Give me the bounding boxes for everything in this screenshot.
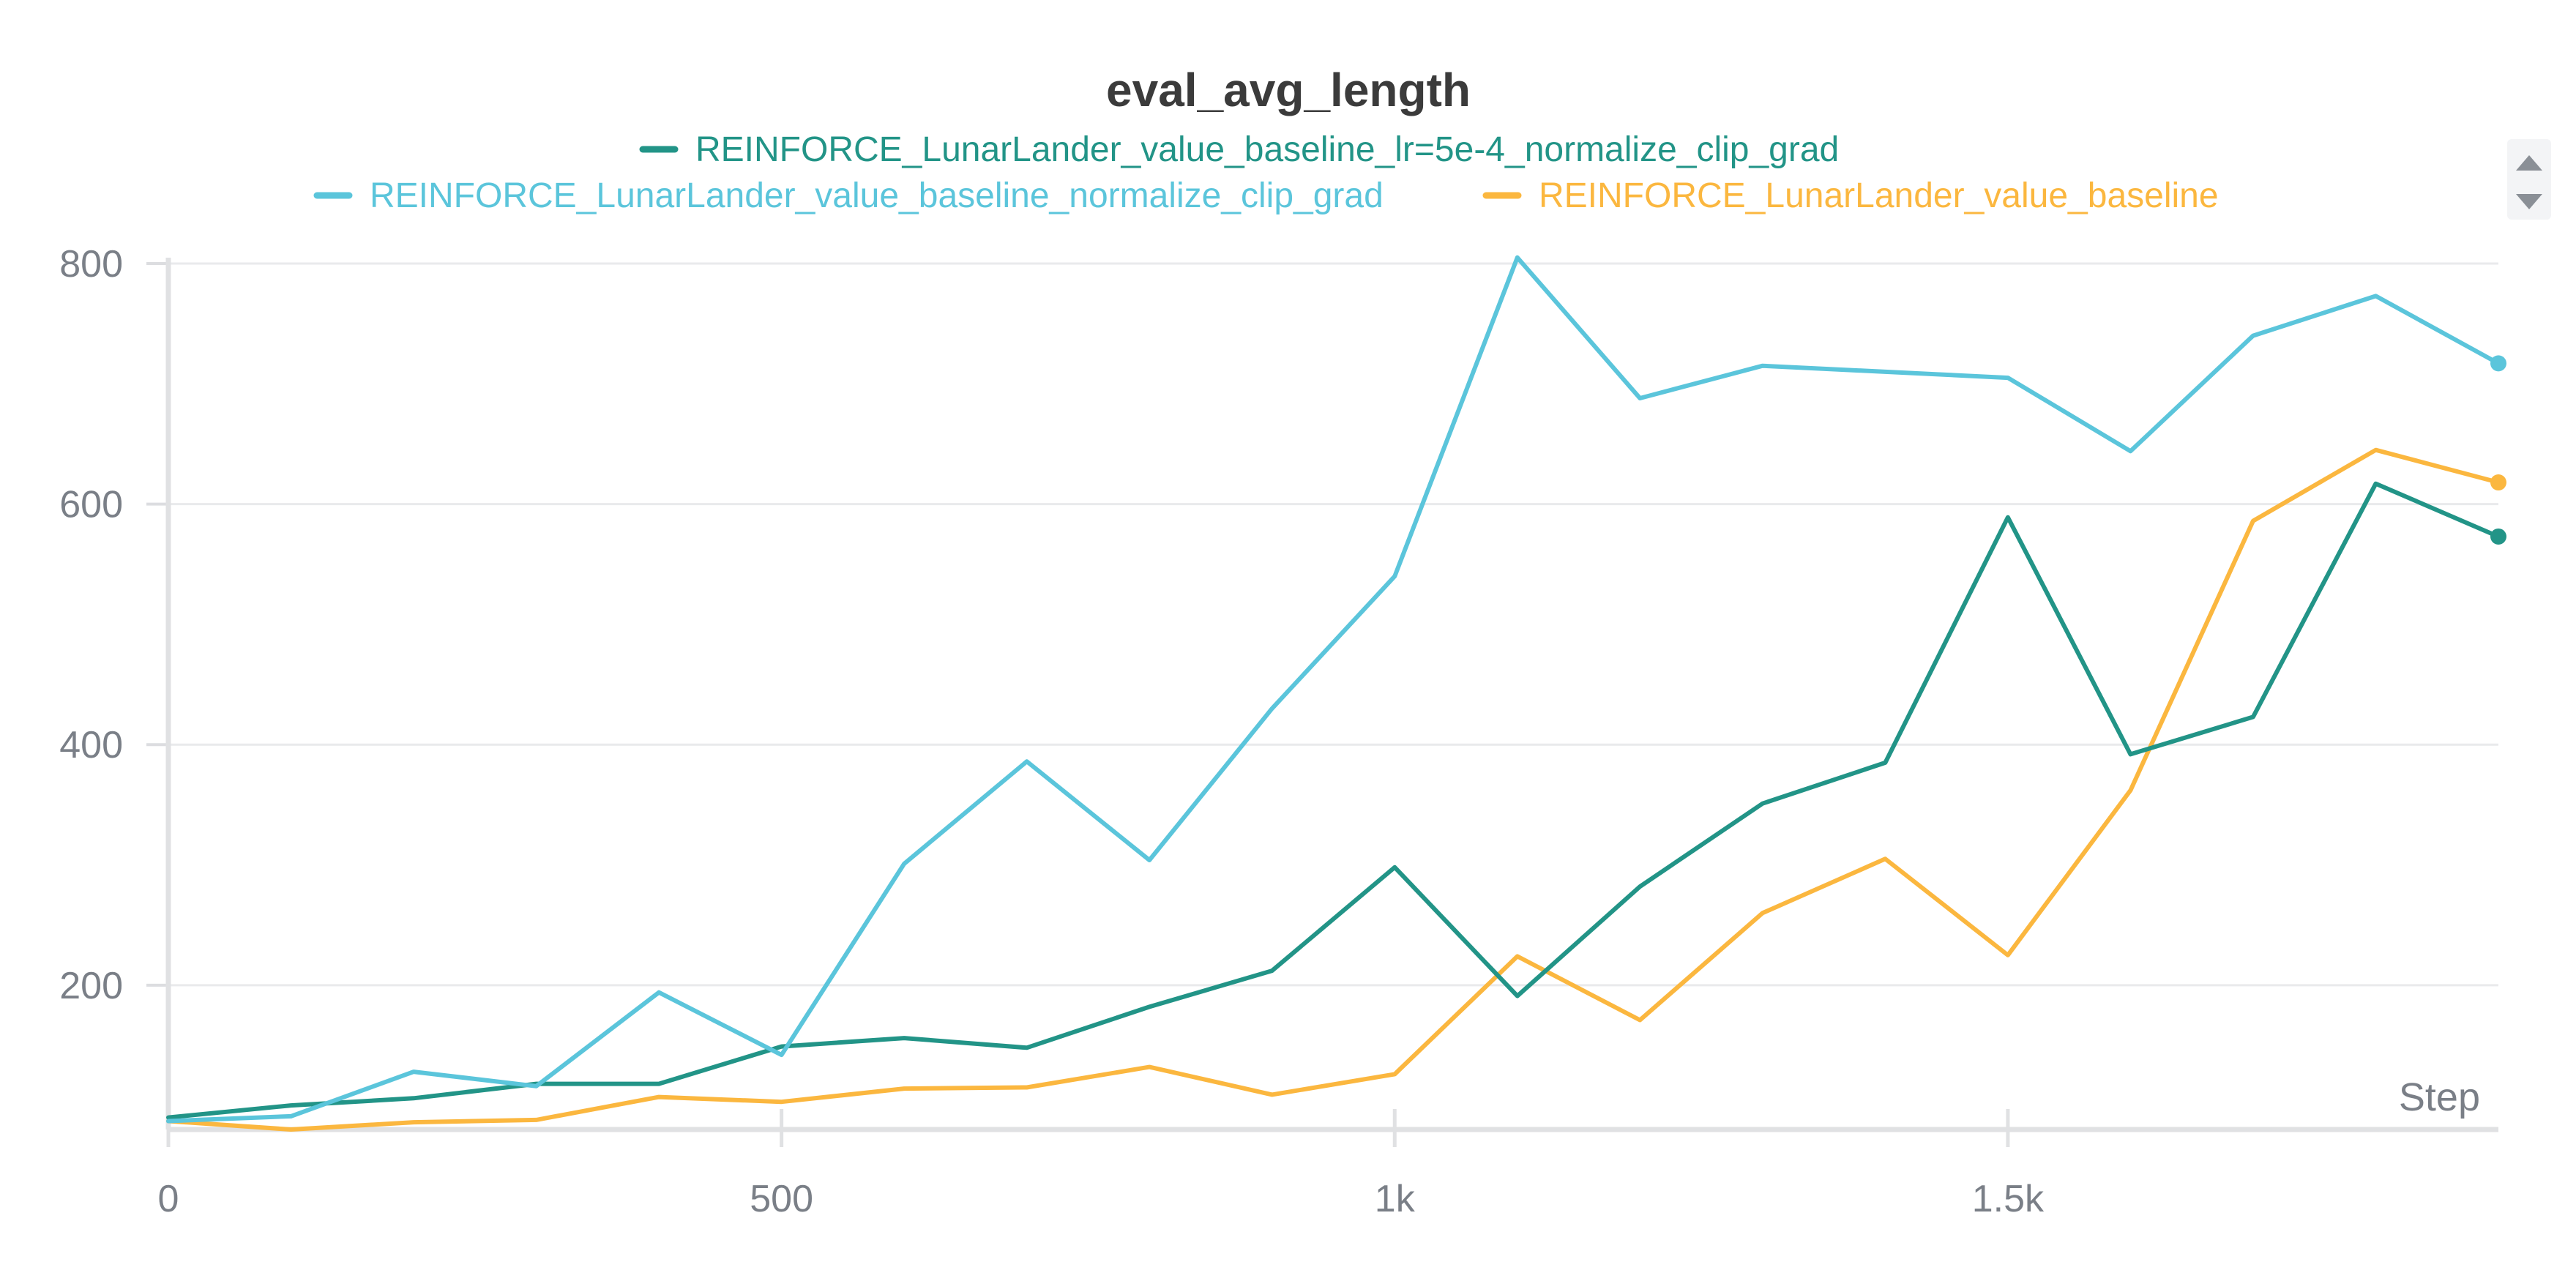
legend-item[interactable]: REINFORCE_LunarLander_value_baseline_nor… (313, 176, 1384, 215)
y-tick-label: 600 (59, 484, 123, 526)
scroll-up-icon[interactable] (2516, 155, 2542, 171)
chart-title: eval_avg_length (1106, 64, 1471, 116)
legend-item[interactable]: REINFORCE_LunarLander_value_baseline_lr=… (639, 130, 1839, 169)
x-tick-label: 0 (158, 1178, 179, 1220)
x-tick-label: 1.5k (1972, 1178, 2045, 1220)
scroll-down-icon[interactable] (2516, 194, 2542, 209)
series-line (166, 255, 2501, 1124)
series-line (166, 447, 2501, 1132)
series-endpoint (2490, 528, 2506, 545)
x-tick-label: 500 (750, 1178, 813, 1220)
grid: 200 400 600 800 (59, 243, 2498, 1007)
legend: REINFORCE_LunarLander_value_baseline_lr=… (313, 130, 2219, 215)
series-endpoint (2490, 355, 2506, 372)
series-lines (166, 255, 2501, 1132)
legend-scroll-control[interactable] (2507, 139, 2551, 220)
legend-item[interactable]: REINFORCE_LunarLander_value_baseline (1482, 176, 2219, 215)
legend-scroll-panel (2507, 139, 2551, 220)
x-tick-label: 1k (1375, 1178, 1416, 1220)
legend-label: REINFORCE_LunarLander_value_baseline_nor… (370, 176, 1384, 215)
y-tick-label: 800 (59, 243, 123, 285)
axes: 0 500 1k 1.5k (158, 258, 2498, 1220)
legend-label: REINFORCE_LunarLander_value_baseline (1539, 176, 2219, 215)
series-line (166, 481, 2501, 1120)
series-endpoint (2490, 474, 2506, 491)
y-tick-label: 200 (59, 965, 123, 1007)
x-axis-label: Step (2399, 1075, 2480, 1119)
y-tick-label: 400 (59, 724, 123, 766)
series-endpoints (2490, 355, 2506, 545)
legend-label: REINFORCE_LunarLander_value_baseline_lr=… (695, 130, 1839, 169)
